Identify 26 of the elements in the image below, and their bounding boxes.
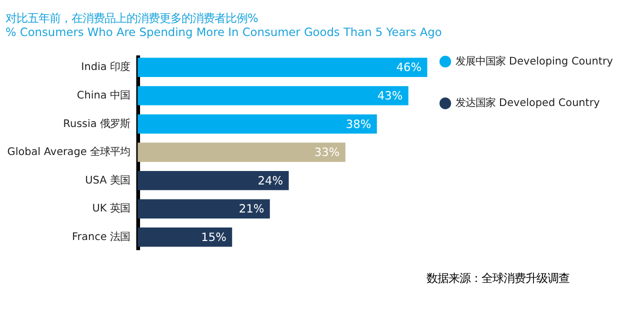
data-label: 43% (377, 88, 403, 102)
bar (138, 114, 377, 134)
data-label: 33% (314, 145, 340, 160)
bar (138, 228, 232, 247)
y-tick-label: France 法国 (72, 230, 130, 243)
y-tick-label: USA 美国 (85, 174, 130, 186)
chart-title: 对比五年前，在消费品上的消费更多的消费者比例% (5, 10, 258, 25)
source-note: 数据来源：全球消费升级调查 (426, 270, 570, 285)
data-label: 24% (258, 173, 284, 188)
y-tick-label: China 中国 (76, 90, 130, 102)
data-label: 15% (201, 230, 227, 244)
bar (138, 86, 408, 106)
bar (138, 199, 270, 218)
data-label: 21% (238, 202, 264, 216)
legend-label: 发展中国家 Developing Country (456, 55, 613, 68)
data-label: 46% (396, 60, 422, 74)
y-tick-label: India 印度 (81, 61, 130, 74)
data-label: 38% (346, 116, 372, 131)
y-tick-label: UK 英国 (92, 202, 130, 215)
y-tick-label: Global Average 全球平均 (7, 146, 130, 158)
bar (138, 58, 428, 78)
bar (138, 170, 289, 190)
y-tick-label: Russia 俄罗斯 (63, 118, 130, 130)
legend-label: 发达国家 Developed Country (456, 97, 600, 110)
chart-subtitle: % Consumers Who Are Spending More In Consumer Goods Than 5 Years Ago (5, 25, 442, 40)
bar (138, 142, 346, 162)
